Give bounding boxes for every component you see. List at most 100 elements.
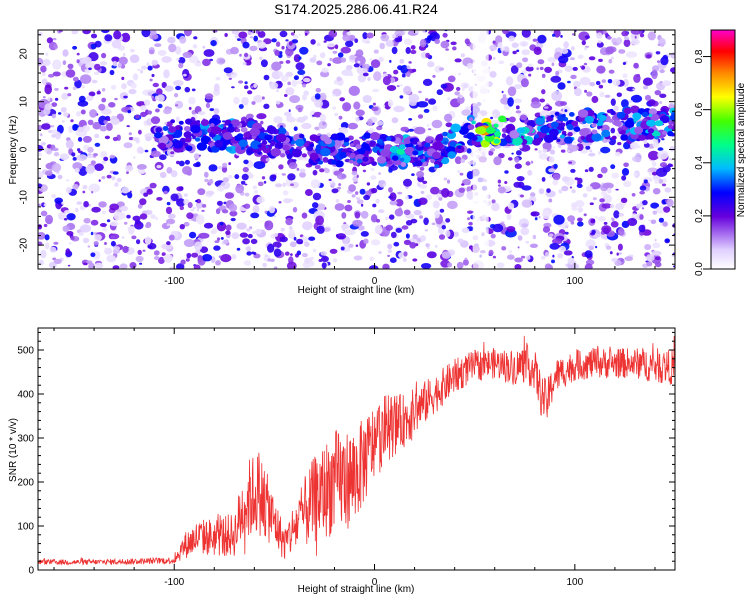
noise-blob [244, 81, 248, 85]
noise-blob [279, 236, 288, 243]
noise-blob [110, 84, 117, 90]
noise-blob [228, 77, 232, 81]
noise-blob [657, 147, 664, 151]
noise-blob [65, 179, 70, 182]
ridge-blob [591, 133, 602, 142]
ridge-blob [632, 112, 642, 121]
noise-blob [299, 234, 304, 238]
noise-blob [256, 113, 267, 120]
noise-blob [652, 242, 661, 249]
noise-blob [182, 51, 193, 59]
noise-blob [439, 208, 445, 213]
noise-blob [606, 35, 612, 40]
noise-blob [590, 182, 601, 190]
noise-blob [403, 209, 411, 216]
noise-blob [253, 83, 258, 88]
noise-blob [104, 242, 107, 245]
noise-blob [651, 171, 658, 176]
noise-blob [528, 73, 532, 77]
noise-blob [430, 186, 440, 195]
y-tick-label: 400 [17, 390, 34, 401]
noise-blob [588, 166, 594, 172]
noise-blob [52, 59, 62, 70]
x-tick-label: 100 [566, 276, 583, 287]
noise-blob [156, 88, 163, 95]
noise-blob [129, 54, 140, 63]
noise-blob [106, 219, 111, 223]
noise-blob [241, 96, 249, 106]
ridge-blob [266, 125, 277, 135]
noise-blob [434, 244, 438, 248]
noise-blob [385, 224, 394, 231]
noise-blob [247, 233, 253, 239]
noise-blob [151, 73, 155, 78]
hotspot-blob [654, 120, 664, 127]
noise-blob [289, 241, 297, 248]
noise-blob [184, 86, 191, 93]
noise-blob [77, 148, 81, 152]
noise-blob [502, 30, 510, 35]
noise-blob [555, 70, 560, 76]
noise-blob [157, 94, 165, 102]
noise-blob [93, 71, 100, 75]
noise-blob [144, 99, 151, 106]
noise-blob [409, 242, 417, 249]
noise-blob [116, 177, 122, 183]
noise-blob [588, 245, 594, 251]
noise-blob [72, 157, 77, 161]
noise-blob [146, 118, 153, 126]
noise-blob [92, 121, 102, 130]
noise-blob [222, 177, 229, 183]
ridge-blob [550, 121, 559, 128]
noise-blob [193, 153, 200, 160]
noise-blob [458, 187, 465, 193]
ridge-blob [430, 158, 436, 164]
noise-blob [295, 62, 305, 71]
noise-blob [426, 124, 430, 127]
noise-blob [557, 253, 563, 259]
ridge-blob [535, 117, 545, 125]
noise-blob [427, 61, 435, 68]
noise-blob [538, 188, 545, 195]
noise-blob [106, 254, 117, 263]
noise-blob [403, 239, 411, 246]
ridge-blob [286, 153, 293, 159]
noise-blob [651, 250, 662, 256]
noise-blob [615, 203, 624, 210]
ridge-blob [457, 145, 462, 149]
noise-blob [647, 169, 651, 173]
noise-blob [441, 251, 452, 259]
ridge-blob [608, 118, 614, 123]
noise-blob [44, 84, 52, 95]
noise-blob [99, 61, 108, 66]
noise-blob [159, 154, 167, 161]
noise-blob [101, 210, 106, 215]
noise-blob [412, 234, 419, 240]
noise-blob [43, 223, 48, 228]
noise-blob [65, 139, 74, 149]
ridge-blob [624, 119, 635, 128]
noise-blob [389, 59, 392, 63]
noise-blob [646, 261, 653, 267]
noise-blob [467, 210, 474, 214]
noise-blob [394, 30, 405, 37]
noise-blob [150, 116, 161, 125]
noise-blob [104, 135, 110, 140]
noise-blob [216, 200, 223, 206]
ridge-blob [467, 124, 475, 130]
noise-blob [179, 224, 185, 230]
noise-blob [447, 75, 456, 83]
noise-blob [497, 179, 502, 184]
noise-blob [493, 113, 496, 117]
noise-blob [385, 40, 394, 47]
noise-blob [163, 69, 170, 79]
noise-blob [98, 179, 101, 182]
noise-blob [622, 78, 629, 88]
noise-blob [298, 33, 301, 36]
noise-blob [65, 248, 71, 255]
noise-blob [38, 57, 44, 66]
ridge-blob [647, 133, 655, 140]
ridge-blob [617, 127, 622, 132]
noise-blob [243, 260, 252, 266]
noise-blob [656, 60, 661, 63]
